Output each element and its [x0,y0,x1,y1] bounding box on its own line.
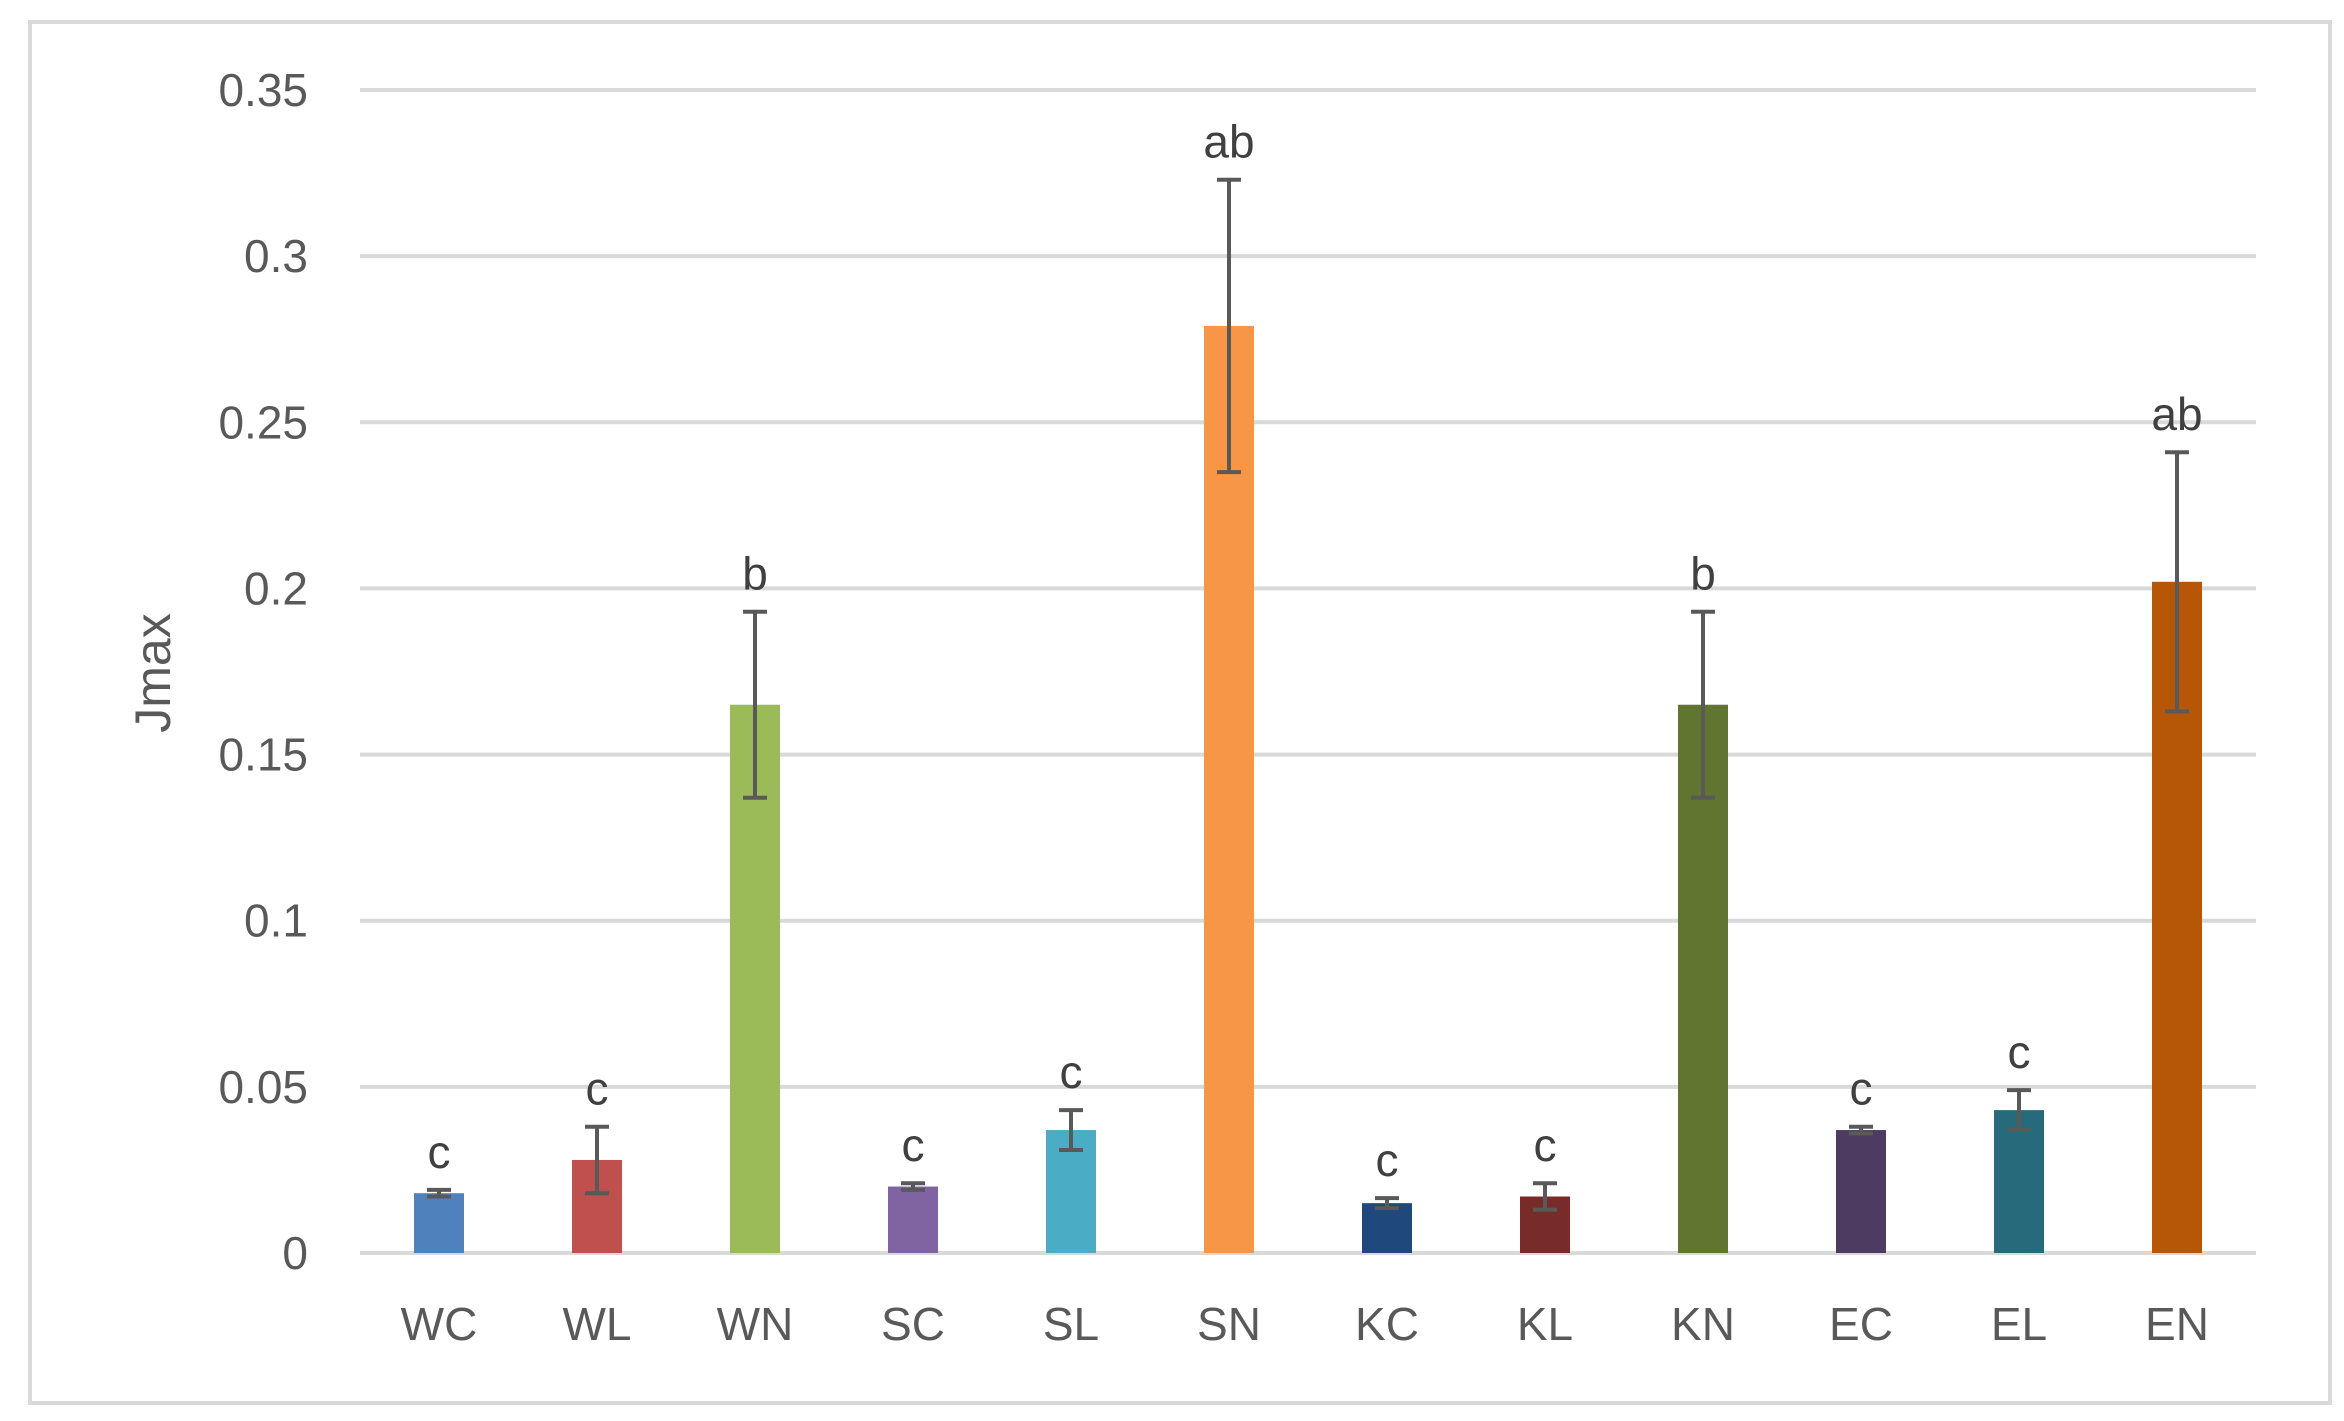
x-tick-label-kn: KN [1671,1298,1735,1350]
x-tick-label-sn: SN [1197,1298,1261,1350]
bars [414,325,2202,1253]
significance-label-kl: c [1534,1119,1557,1171]
x-tick-label-sc: SC [881,1298,945,1350]
error-bar-kl [1533,1181,1557,1212]
x-tick-label-kl: KL [1517,1298,1573,1350]
gridlines [360,88,2256,1255]
y-tick-label: 0.3 [244,230,308,282]
x-tick-label-el: EL [1991,1298,2047,1350]
error-bar-ec [1849,1124,1873,1136]
bar-ec [1836,1130,1886,1253]
y-tick-label: 0.15 [218,729,308,781]
x-tick-label-sl: SL [1043,1298,1099,1350]
bar-sc [888,1186,938,1253]
significance-label-wl: c [586,1063,609,1115]
bar-el [1994,1110,2044,1253]
error-bar-sn [1217,177,1241,475]
x-tick-label-wc: WC [401,1298,478,1350]
significance-label-el: c [2008,1026,2031,1078]
y-axis-ticks: 0 0.05 0.1 0.15 0.2 0.25 0.3 0.35 [218,64,308,1279]
significance-label-kn: b [1690,548,1716,600]
y-tick-label: 0.25 [218,396,308,448]
bar-wc [414,1193,464,1253]
significance-label-en: ab [2151,388,2202,440]
error-bar-wn [743,609,767,800]
y-tick-label: 0.05 [218,1061,308,1113]
significance-label-ec: c [1850,1063,1873,1115]
x-tick-label-ec: EC [1829,1298,1893,1350]
error-bar-kc [1375,1196,1399,1211]
significance-label-sc: c [902,1119,925,1171]
bar-kc [1362,1203,1412,1253]
significance-label-kc: c [1376,1134,1399,1186]
significance-label-sl: c [1060,1046,1083,1098]
significance-label-sn: ab [1203,116,1254,168]
x-tick-label-en: EN [2145,1298,2209,1350]
bar-sn [1204,325,1254,1253]
y-axis-title: Jmax [125,613,181,732]
y-tick-label: 0.1 [244,895,308,947]
error-bar-wl [585,1124,609,1196]
error-bars [427,177,2189,1212]
error-bar-en [2165,450,2189,714]
x-tick-label-wl: WL [563,1298,632,1350]
chart-frame [28,20,2332,1405]
significance-label-wc: c [428,1126,451,1178]
error-bar-wc [427,1187,451,1199]
x-tick-label-kc: KC [1355,1298,1419,1350]
error-bar-sl [1059,1108,1083,1152]
y-tick-label: 0.35 [218,64,308,116]
error-bar-kn [1691,609,1715,800]
x-tick-label-wn: WN [717,1298,794,1350]
x-axis-ticks: WC WL WN SC SL SN KC KL KN EC EL EN [401,1298,2209,1350]
error-bar-el [2007,1088,2031,1133]
significance-labels: c c b c c ab c c b c c ab [428,116,2203,1186]
significance-label-wn: b [742,548,768,600]
error-bar-sc [901,1181,925,1192]
y-tick-label: 0.2 [244,562,308,614]
y-tick-label: 0 [282,1227,308,1279]
